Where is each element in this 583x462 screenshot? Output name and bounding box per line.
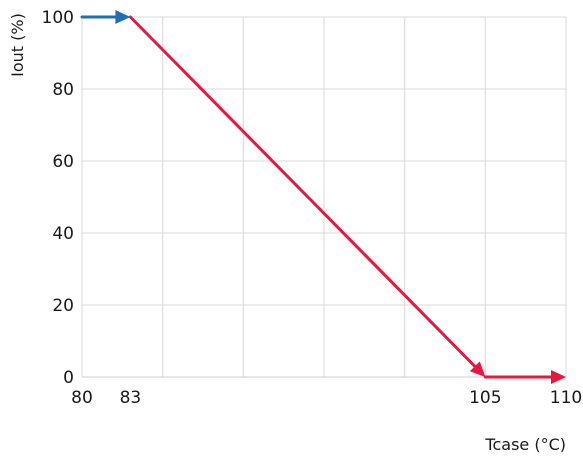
series-1-segment: [128, 15, 478, 370]
y-tick-label: 20: [52, 296, 74, 316]
y-tick-label: 40: [52, 224, 74, 244]
x-tick-labels: 80 83 105 110: [71, 388, 582, 408]
chart-series: [80, 10, 566, 384]
x-tick-label: 83: [120, 388, 142, 408]
chart-grid: [81, 16, 567, 378]
series-1-arrowhead: [469, 361, 486, 377]
series-1-arrowhead: [551, 370, 566, 384]
y-tick-label: 80: [52, 80, 74, 100]
x-tick-label: 105: [469, 388, 501, 408]
y-tick-label: 60: [52, 152, 74, 172]
y-tick-label: 0: [63, 368, 74, 388]
x-tick-label: 110: [550, 388, 582, 408]
x-tick-label: 80: [71, 388, 93, 408]
y-tick-labels: 0 20 40 60 80 100: [42, 8, 74, 388]
y-tick-label: 100: [42, 8, 74, 28]
y-axis-label: Iout (%): [8, 13, 27, 77]
x-axis-label: Tcase (°C): [484, 435, 566, 454]
series-0-arrowhead: [115, 10, 131, 24]
